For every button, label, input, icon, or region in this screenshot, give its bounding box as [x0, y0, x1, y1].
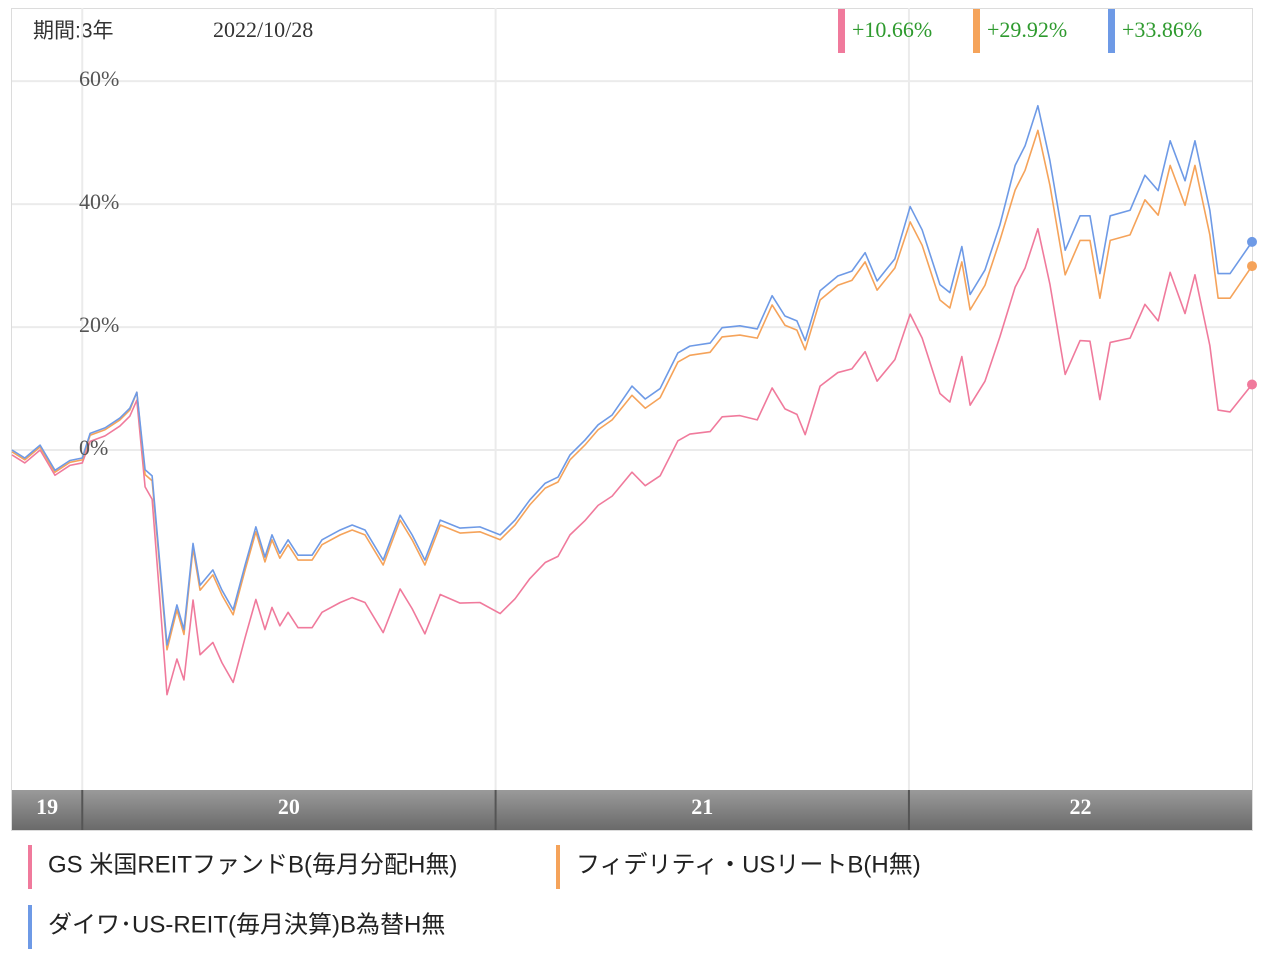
legend-swatch: [28, 905, 32, 949]
end-marker: [1108, 9, 1115, 53]
year-label: 20: [278, 794, 300, 819]
year-label: 19: [36, 794, 58, 819]
y-tick-label: 40%: [79, 189, 119, 214]
end-dot: [1247, 379, 1257, 390]
legend-swatch: [556, 845, 560, 889]
end-dot: [1247, 236, 1257, 247]
series-line: [11, 227, 1253, 696]
end-label: +29.92%: [987, 17, 1067, 42]
year-bar: [12, 790, 1252, 830]
end-marker: [838, 9, 845, 53]
y-tick-label: 60%: [79, 66, 119, 91]
series-line: [11, 129, 1253, 651]
end-marker: [973, 9, 980, 53]
end-label: +33.86%: [1122, 17, 1202, 42]
end-dot: [1247, 261, 1257, 272]
year-label: 21: [691, 794, 713, 819]
period-label: 期間:3年: [33, 20, 114, 43]
y-tick-label: 0%: [79, 435, 108, 460]
legend-swatch: [28, 845, 32, 889]
plot-frame: [11, 8, 1253, 831]
legend-label: GS 米国REITファンドB(毎月分配H無): [48, 851, 457, 878]
series-line: [11, 104, 1253, 646]
year-label: 22: [1069, 794, 1091, 819]
legend-label: フィデリティ・USリートB(H無): [576, 851, 921, 878]
date-label: 2022/10/28: [213, 17, 313, 42]
end-label: +10.66%: [852, 17, 932, 42]
legend-label: ダイワ･US-REIT(毎月決算)B為替H無: [48, 911, 445, 938]
y-tick-label: 20%: [79, 312, 119, 337]
